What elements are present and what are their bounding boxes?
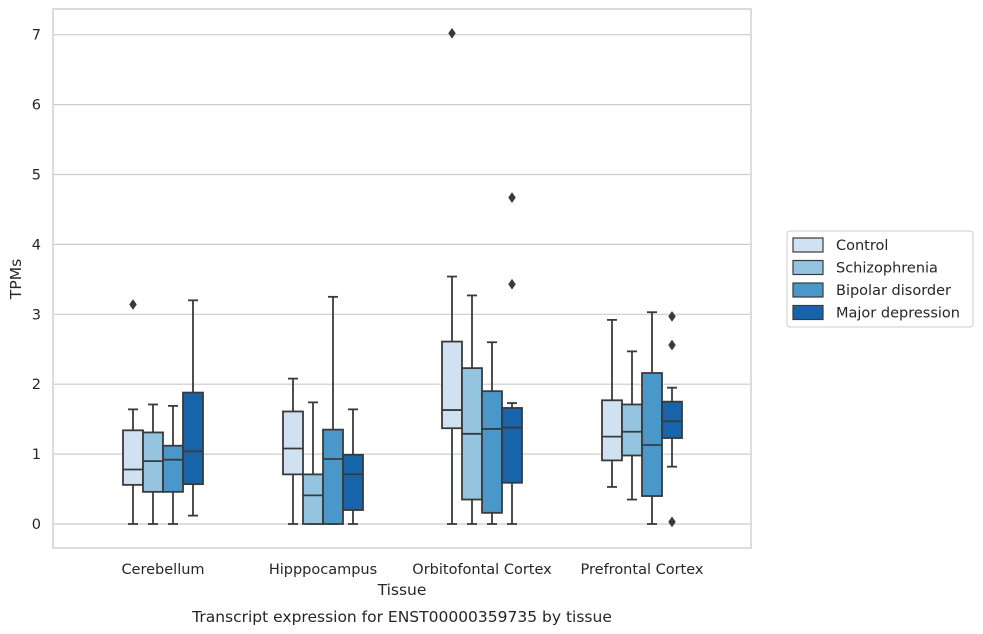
y-tick-label: 0 [32,517,41,533]
outlier-point [508,278,516,290]
legend-swatch [792,259,824,276]
box-major-depression [182,299,204,517]
x-tick-labels: Cerebellum Hipppocampus Orbitofontal Corte… [121,562,703,578]
y-tick-labels: 0 1 2 3 4 5 6 7 [32,28,41,533]
y-tick-label: 1 [32,447,41,463]
box-body [282,410,304,476]
outlier-point [448,27,456,39]
box-body [621,403,643,457]
y-tick-label: 4 [32,237,41,253]
box-control [601,318,623,488]
boxes [122,27,683,528]
legend-label: Schizophrenia [836,261,938,277]
outlier-point [129,299,137,310]
y-tick-label: 6 [32,98,41,114]
box-schizophrenia [461,294,483,525]
x-tick-label: Cerebellum [121,562,204,578]
legend: Control Schizophrenia Bipolar disorder Majo… [786,230,974,328]
box-bipolar-disorder [641,311,663,525]
box-body [122,429,144,486]
legend-label: Control [836,238,888,254]
legend-items: Control Schizophrenia Bipolar disorder Majo… [792,237,960,322]
box-control [122,299,144,525]
legend-swatch [792,237,824,253]
y-tick-label: 2 [32,377,41,393]
box-schizophrenia [142,403,164,525]
box-body [481,390,503,514]
box-schizophrenia [302,401,324,525]
box-body [142,431,164,493]
legend-frame [786,230,974,328]
y-tick-label: 7 [32,28,41,44]
box-body [322,428,344,525]
chart-caption: Transcript expression for ENST0000035973… [191,608,612,626]
box-major-depression [661,310,683,528]
outlier-point [508,192,516,204]
box-control [282,377,304,525]
box-body [162,444,184,493]
legend-swatch [792,304,824,321]
box-bipolar-disorder [481,341,503,525]
box-body [342,453,364,511]
box-body [641,372,663,497]
outlier-point [668,339,676,351]
y-tick-label: 5 [32,168,41,184]
box-major-depression [501,192,523,525]
box-schizophrenia [621,350,643,501]
x-tick-label: Hipppocampus [269,562,377,578]
box-bipolar-disorder [162,404,184,525]
y-tick-label: 3 [32,307,41,323]
x-tick-label: Prefrontal Cortex [581,562,704,578]
legend-label: Major depression [836,306,960,322]
box-body [302,473,324,525]
box-bipolar-disorder [322,295,344,525]
plot-frame [52,8,752,549]
legend-label: Bipolar disorder [836,283,951,299]
outlier-point [668,310,676,322]
box-body [441,340,463,430]
legend-swatch [792,282,824,298]
box-body [182,391,204,486]
x-axis-title: Tissue [377,581,427,599]
outlier-point [668,516,676,528]
box-control [441,27,463,525]
box-body [661,400,683,439]
box-major-depression [342,408,364,525]
x-tick-label: Orbitofontal Cortex [412,562,552,578]
y-axis-title: TPMs [7,259,25,300]
box-body [601,399,623,462]
box-body [501,407,523,484]
